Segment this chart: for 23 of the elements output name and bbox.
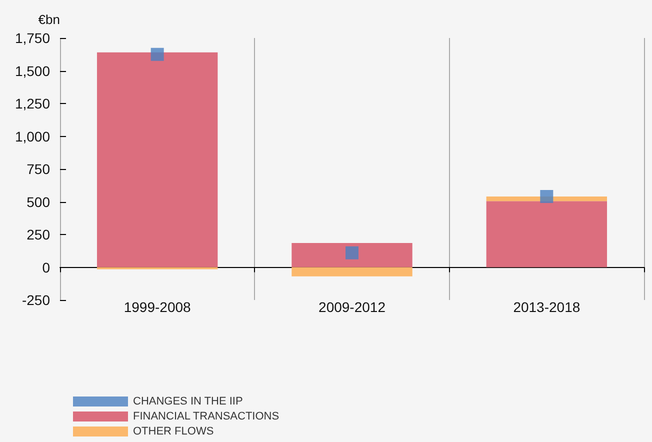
y-tick-label: 1,000 [14,128,50,144]
point [150,48,164,61]
y-tick-label: 250 [26,226,50,242]
bar [292,267,412,276]
y-tick-label: 1,500 [14,62,50,79]
bar [96,52,218,268]
y-tick-label: 1,750 [14,30,50,46]
legend-label: OTHER FLOWS [133,426,214,438]
legend-label: FINANCIAL TRANSACTIONS [133,410,280,422]
legend-label: CHANGES IN THE IIP [133,396,243,408]
x-tick-label: 2009-2012 [318,299,386,315]
bar [486,201,608,268]
y-tick-label: 500 [26,194,50,210]
y-tick-label: 0 [42,259,50,276]
x-tick-label: 1999-2008 [124,299,192,315]
x-tick-label: 2013-2018 [513,299,580,315]
bar [292,243,412,268]
point [346,246,358,260]
y-tick-label: 1,250 [14,96,50,112]
y-tick-label: 750 [26,161,50,177]
y-axis-title: €bn [38,12,60,27]
point [540,190,554,204]
y-tick-label: -250 [22,292,50,308]
